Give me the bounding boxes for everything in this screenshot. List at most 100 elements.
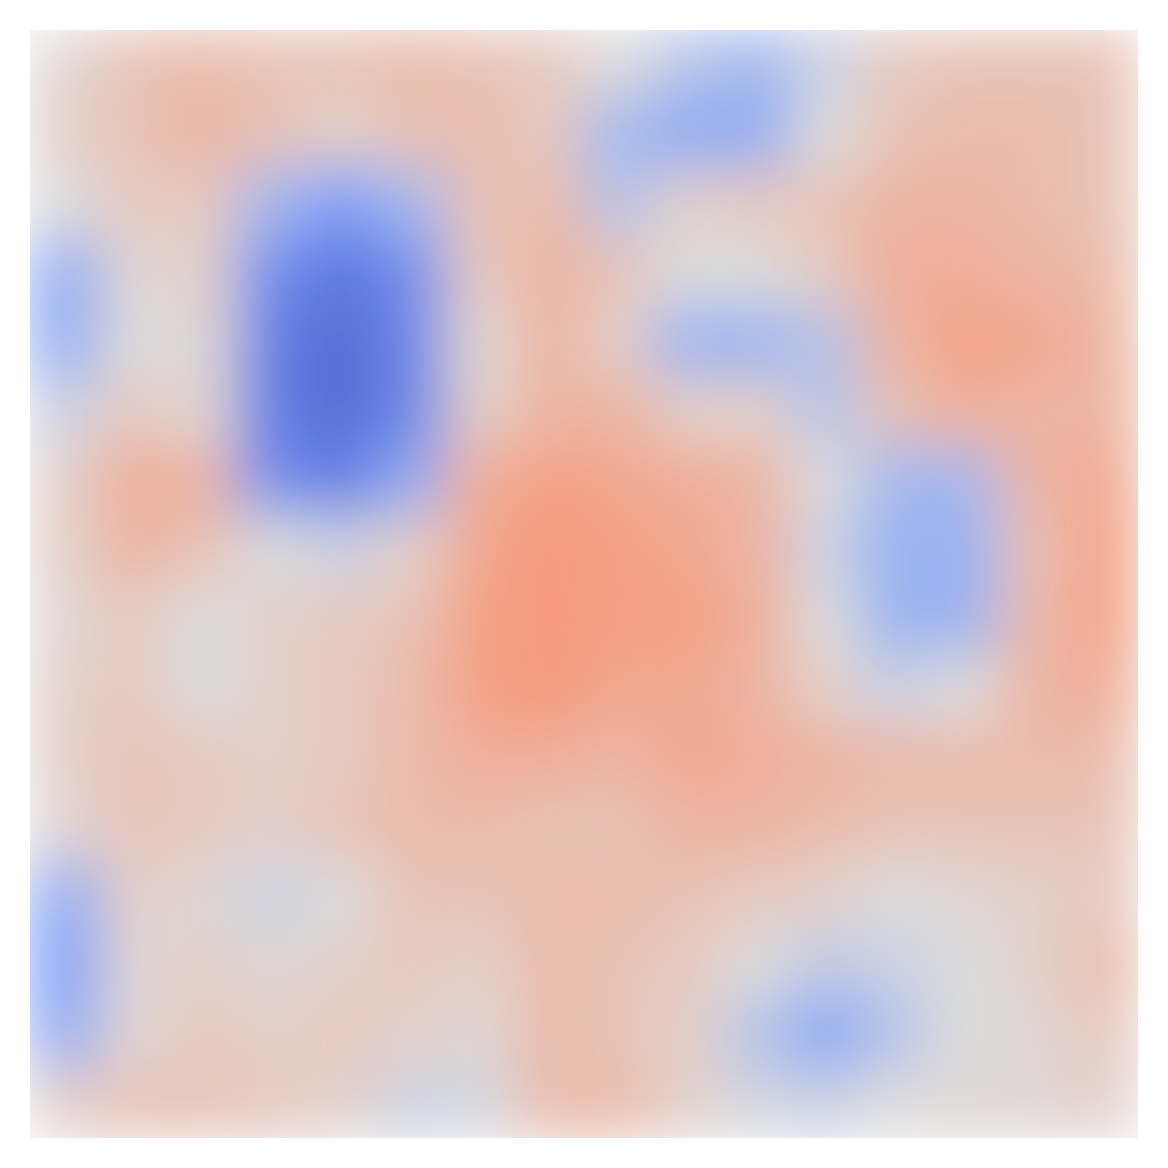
heatmap-cell (168, 653, 238, 723)
heatmap-cell (1068, 722, 1138, 792)
heatmap-cell (168, 999, 238, 1069)
heatmap-cells (30, 30, 1138, 1138)
heatmap-cell (307, 653, 377, 723)
heatmap-cell (722, 168, 792, 238)
heatmap-cell (1068, 999, 1138, 1069)
heatmap-cell (1068, 237, 1138, 307)
heatmap-cell (584, 1068, 654, 1138)
heatmap-cell (30, 930, 100, 1000)
heatmap-cell (376, 930, 446, 1000)
heatmap-cell (445, 861, 515, 931)
heatmap-cell (584, 514, 654, 584)
heatmap-cell (653, 653, 723, 723)
heatmap-cell (930, 653, 1000, 723)
heatmap-cell (168, 307, 238, 377)
heatmap-cell (237, 30, 307, 100)
heatmap-cell (307, 584, 377, 654)
heatmap-cell (99, 168, 169, 238)
heatmap-cell (722, 445, 792, 515)
heatmap-cell (514, 791, 584, 861)
heatmap-cell (653, 1068, 723, 1138)
heatmap-cell (30, 445, 100, 515)
heatmap-cell (376, 168, 446, 238)
heatmap-cell (445, 1068, 515, 1138)
heatmap-cell (1068, 376, 1138, 446)
heatmap-cell (307, 722, 377, 792)
heatmap-cell (445, 584, 515, 654)
heatmap-cell (653, 791, 723, 861)
heatmap-cell (791, 376, 861, 446)
heatmap-cell (30, 722, 100, 792)
heatmap-cell (237, 237, 307, 307)
heatmap-cell (376, 30, 446, 100)
heatmap-cell (514, 237, 584, 307)
heatmap-cell (30, 653, 100, 723)
heatmap-cell (445, 514, 515, 584)
heatmap-cell (237, 99, 307, 169)
heatmap-cell (376, 861, 446, 931)
heatmap-cell (376, 999, 446, 1069)
heatmap-cell (237, 791, 307, 861)
heatmap-cell (30, 376, 100, 446)
heatmap-cell (584, 99, 654, 169)
heatmap-cell (99, 653, 169, 723)
heatmap-cell (861, 376, 931, 446)
heatmap-cell (307, 99, 377, 169)
heatmap-cell (99, 237, 169, 307)
heatmap-cell (514, 30, 584, 100)
heatmap-cell (584, 376, 654, 446)
heatmap-cell (445, 791, 515, 861)
heatmap-cell (30, 791, 100, 861)
heatmap-cell (999, 930, 1069, 1000)
heatmap-cell (514, 584, 584, 654)
heatmap-cell (237, 930, 307, 1000)
heatmap-cell (999, 861, 1069, 931)
heatmap-cell (445, 99, 515, 169)
heatmap-cell (653, 237, 723, 307)
heatmap-cell (791, 237, 861, 307)
heatmap-cell (861, 445, 931, 515)
heatmap-cell (999, 307, 1069, 377)
heatmap-cell (584, 999, 654, 1069)
heatmap-cell (653, 999, 723, 1069)
heatmap-cell (376, 99, 446, 169)
heatmap-cell (653, 861, 723, 931)
heatmap-cell (99, 445, 169, 515)
heatmap-cell (722, 653, 792, 723)
heatmap-cell (376, 237, 446, 307)
heatmap-cell (999, 237, 1069, 307)
heatmap-cell (791, 445, 861, 515)
heatmap-cell (861, 722, 931, 792)
heatmap-cell (722, 307, 792, 377)
heatmap-cell (861, 930, 931, 1000)
heatmap-cell (861, 861, 931, 931)
heatmap-cell (307, 930, 377, 1000)
heatmap-cell (237, 999, 307, 1069)
heatmap-cell (791, 653, 861, 723)
heatmap-cell (653, 722, 723, 792)
heatmap-cell (99, 307, 169, 377)
heatmap-cell (445, 30, 515, 100)
heatmap-cell (168, 930, 238, 1000)
heatmap-cell (514, 930, 584, 1000)
heatmap-cell (376, 791, 446, 861)
heatmap-cell (376, 514, 446, 584)
heatmap-cell (376, 584, 446, 654)
heatmap-cell (722, 584, 792, 654)
heatmap-cell (30, 168, 100, 238)
heatmap-cell (861, 1068, 931, 1138)
heatmap-cell (584, 445, 654, 515)
heatmap-cell (30, 237, 100, 307)
heatmap-cell (168, 722, 238, 792)
heatmap-cell (307, 30, 377, 100)
heatmap-cell (1068, 584, 1138, 654)
heatmap-cell (791, 930, 861, 1000)
heatmap-cell (722, 376, 792, 446)
heatmap-cell (861, 237, 931, 307)
heatmap-cell (237, 584, 307, 654)
heatmap-cell (237, 1068, 307, 1138)
heatmap-cell (376, 307, 446, 377)
heatmap-cell (791, 514, 861, 584)
heatmap-cell (1068, 514, 1138, 584)
chart (0, 0, 1168, 1168)
